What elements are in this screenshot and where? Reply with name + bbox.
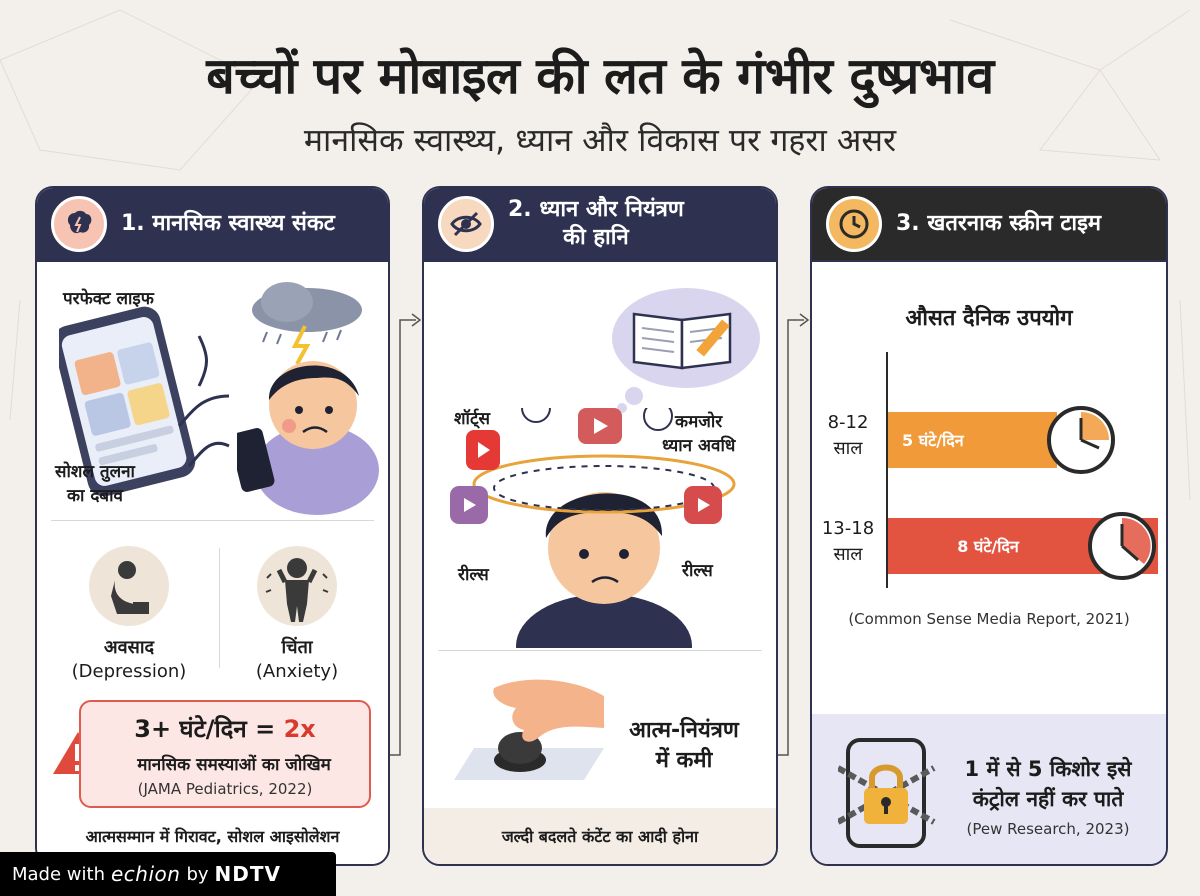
made-with-label: Made with: [12, 863, 105, 885]
section-divider: [51, 520, 374, 521]
ndtv-logo: NDTV: [214, 862, 281, 886]
page-title: बच्चों पर मोबाइल की लत के गंभीर दुष्प्रभ…: [206, 47, 994, 105]
anxiety-icon: [257, 546, 337, 626]
made-with-watermark: Made with echion by NDTV: [0, 852, 336, 896]
lock-icon: [838, 738, 936, 848]
reels-left-label: रील्स: [458, 565, 489, 585]
card-mental-health: 1. मानसिक स्वास्थ्य संकट परफेक्ट लाइफ: [35, 186, 390, 866]
self-control-label: आत्म-नियंत्रण में कमी: [629, 718, 739, 773]
anxiety-label: चिंता (Anxiety): [255, 637, 339, 682]
card-attention-control: 2. ध्यान और नियंत्रण की हानि शॉर्ट्स कमज…: [422, 186, 778, 866]
usage-bar-label: 5 घंटे/दिन: [902, 431, 964, 450]
by-label: by: [186, 863, 209, 885]
connector-arrow-2: [778, 313, 810, 756]
echion-logo: echion: [110, 862, 181, 886]
card-mental-health-title: 1. मानसिक स्वास्थ्य संकट: [121, 211, 335, 236]
age-group-label: 13-18 साल: [821, 518, 875, 565]
clock-icon: [1047, 406, 1115, 474]
phone-feed-icon: [59, 306, 230, 496]
sad-kid-cloud-icon: [237, 282, 379, 515]
column-divider: [219, 548, 220, 668]
card-screen-time-header: 3. खतरनाक स्क्रीन टाइम: [812, 188, 1166, 262]
usage-bar-label: 8 घंटे/दिन: [957, 537, 1019, 556]
usage-bar: 5 घंटे/दिन: [888, 412, 1057, 468]
connector-arrow-1: [390, 313, 422, 756]
chart-axis: [886, 352, 888, 588]
section-divider-2: [438, 650, 762, 651]
lock-stat: 1 में से 5 किशोर इसे कंट्रोल नहीं कर पात…: [964, 757, 1132, 811]
clock-icon: [826, 196, 882, 252]
lock-section: 1 में से 5 किशोर इसे कंट्रोल नहीं कर पात…: [812, 714, 1166, 864]
depression-icon: [89, 546, 169, 626]
reels-right-label: रील्स: [682, 561, 713, 581]
lock-source: (Pew Research, 2023): [966, 820, 1130, 838]
risk-description: मानसिक समस्याओं का जोखिम: [137, 755, 331, 775]
page-subtitle: मानसिक स्वास्थ्य, ध्यान और विकास पर गहरा…: [303, 121, 897, 159]
screen-time-chart: 8-12 साल 5 घंटे/दिन 13-18 साल 8 घंटे/दिन: [812, 348, 1166, 598]
perfect-life-label: परफेक्ट लाइफ: [63, 289, 154, 309]
card-mental-health-header: 1. मानसिक स्वास्थ्य संकट: [37, 188, 388, 262]
weak-attention-label: कमजोर ध्यान अवधि: [662, 412, 736, 456]
card-attention-footer: जल्दी बदलते कंटेंट का आदी होना: [424, 808, 776, 864]
risk-stat: 3+ घंटे/दिन = 2x: [134, 715, 316, 743]
card-attention-header: 2. ध्यान और नियंत्रण की हानि: [424, 188, 776, 262]
distracted-kid-icon: [450, 408, 736, 648]
chart-source: (Common Sense Media Report, 2021): [848, 610, 1130, 628]
card-screen-time: 3. खतरनाक स्क्रीन टाइम औसत दैनिक उपयोग 8…: [810, 186, 1168, 866]
shorts-label: शॉर्ट्स: [454, 409, 491, 429]
risk-callout: 3+ घंटे/दिन = 2x मानसिक समस्याओं का जोखि…: [79, 700, 371, 808]
chart-title: औसत दैनिक उपयोग: [905, 306, 1073, 331]
depression-label: अवसाद (Depression): [71, 637, 187, 682]
card-attention-title: 2. ध्यान और नियंत्रण की हानि: [508, 197, 684, 250]
age-group-label: 8-12 साल: [827, 412, 869, 459]
risk-source: (JAMA Pediatrics, 2022): [137, 780, 313, 798]
brain-storm-icon: [51, 196, 107, 252]
eye-icon: [438, 196, 494, 252]
book-icon: [612, 288, 760, 413]
hand-button-icon: [454, 679, 604, 780]
card-screen-time-title: 3. खतरनाक स्क्रीन टाइम: [896, 211, 1102, 236]
clock-icon: [1088, 512, 1156, 580]
social-pressure-label: सोशल तुलना का दबाव: [55, 462, 135, 506]
